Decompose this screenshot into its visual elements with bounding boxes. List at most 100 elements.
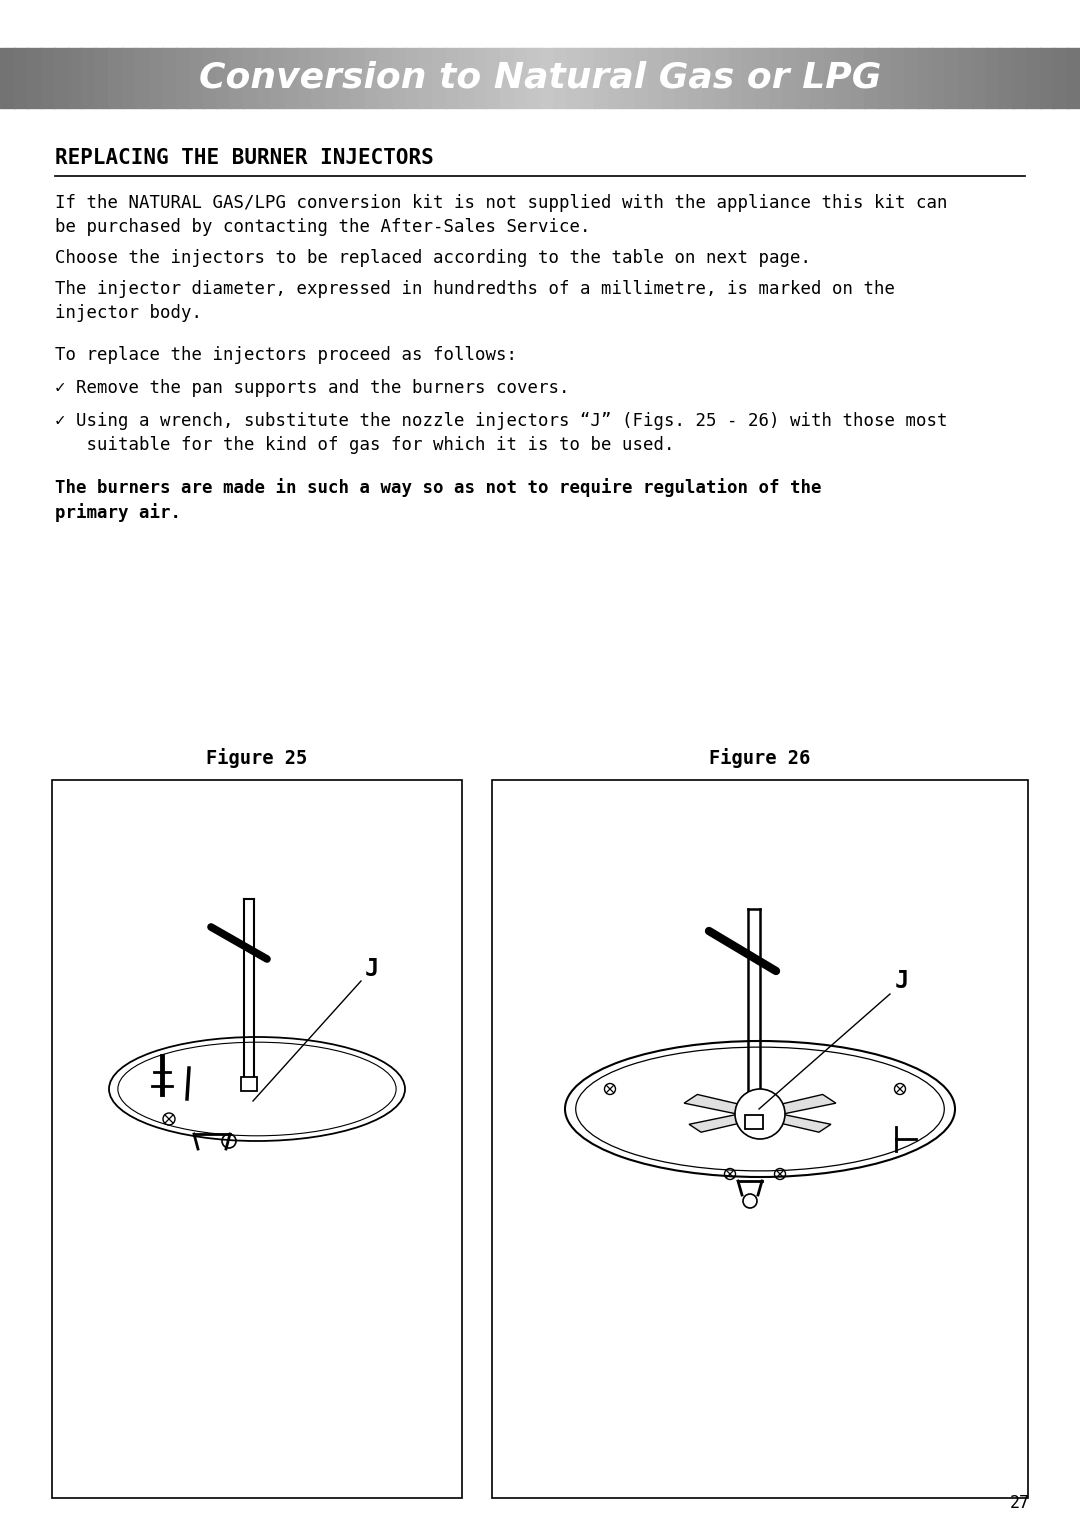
Text: suitable for the kind of gas for which it is to be used.: suitable for the kind of gas for which i…	[55, 437, 675, 453]
Bar	[675, 47, 689, 107]
Bar	[216, 47, 230, 107]
Bar	[95, 47, 109, 107]
Bar	[391, 47, 406, 107]
Bar	[499, 47, 514, 107]
Bar	[607, 47, 622, 107]
Text: J: J	[365, 958, 379, 980]
Bar	[189, 47, 203, 107]
Bar	[297, 47, 311, 107]
Text: Conversion to Natural Gas or LPG: Conversion to Natural Gas or LPG	[199, 61, 881, 95]
Text: ✓ Using a wrench, substitute the nozzle injectors “J” (Figs. 25 - 26) with those: ✓ Using a wrench, substitute the nozzle …	[55, 412, 947, 429]
Bar	[743, 47, 757, 107]
Bar	[1013, 47, 1027, 107]
Bar	[1039, 47, 1054, 107]
Text: REPLACING THE BURNER INJECTORS: REPLACING THE BURNER INJECTORS	[55, 149, 434, 169]
Text: 27: 27	[1010, 1494, 1030, 1512]
Text: J: J	[895, 970, 909, 993]
Bar	[203, 47, 217, 107]
Bar	[745, 1115, 762, 1129]
Text: Choose the injectors to be replaced according to the table on next page.: Choose the injectors to be replaced acco…	[55, 250, 811, 267]
Bar	[492, 780, 1028, 1498]
Bar	[567, 47, 581, 107]
Bar	[824, 47, 838, 107]
Bar	[419, 47, 433, 107]
Bar	[270, 47, 284, 107]
Text: The injector diameter, expressed in hundredths of a millimetre, is marked on the: The injector diameter, expressed in hund…	[55, 279, 895, 297]
Bar	[54, 47, 68, 107]
Bar	[797, 47, 811, 107]
Bar	[1053, 47, 1067, 107]
Bar	[365, 47, 379, 107]
Bar	[405, 47, 419, 107]
Bar	[959, 47, 973, 107]
Bar	[486, 47, 500, 107]
Bar	[257, 47, 271, 107]
Bar	[891, 47, 905, 107]
Bar	[986, 47, 1000, 107]
Bar	[13, 47, 28, 107]
Bar	[0, 47, 14, 107]
Bar	[121, 47, 136, 107]
Bar	[108, 47, 122, 107]
Bar	[162, 47, 176, 107]
Text: If the NATURAL GAS/LPG conversion kit is not supplied with the appliance this ki: If the NATURAL GAS/LPG conversion kit is…	[55, 195, 947, 211]
Text: The burners are made in such a way so as not to require regulation of the: The burners are made in such a way so as…	[55, 478, 822, 498]
Bar	[527, 47, 541, 107]
Bar	[945, 47, 959, 107]
Bar	[175, 47, 190, 107]
Bar	[851, 47, 865, 107]
Bar	[67, 47, 82, 107]
Bar	[877, 47, 892, 107]
Bar	[931, 47, 946, 107]
Bar	[378, 47, 392, 107]
Polygon shape	[755, 1111, 831, 1132]
Bar	[918, 47, 932, 107]
Bar	[783, 47, 797, 107]
Bar	[1067, 47, 1080, 107]
Bar	[1026, 47, 1040, 107]
Bar	[837, 47, 851, 107]
Bar	[229, 47, 244, 107]
Bar	[715, 47, 730, 107]
Bar	[241, 1077, 257, 1091]
Bar	[513, 47, 527, 107]
Bar	[905, 47, 919, 107]
Bar	[81, 47, 95, 107]
Text: Figure 25: Figure 25	[206, 748, 308, 768]
Text: be purchased by contacting the After-Sales Service.: be purchased by contacting the After-Sal…	[55, 219, 591, 236]
Bar	[756, 47, 770, 107]
Bar	[337, 47, 352, 107]
Text: Figure 26: Figure 26	[710, 748, 811, 768]
Bar	[459, 47, 473, 107]
Bar	[635, 47, 649, 107]
Text: injector body.: injector body.	[55, 303, 202, 322]
Bar	[432, 47, 446, 107]
Bar	[769, 47, 784, 107]
Bar	[41, 47, 55, 107]
Circle shape	[735, 1089, 785, 1138]
Bar	[554, 47, 568, 107]
Bar	[473, 47, 487, 107]
Bar	[689, 47, 703, 107]
Text: primary air.: primary air.	[55, 502, 181, 522]
Bar	[27, 47, 41, 107]
Bar	[311, 47, 325, 107]
Bar	[149, 47, 163, 107]
Bar	[729, 47, 743, 107]
Bar	[135, 47, 149, 107]
Bar	[283, 47, 298, 107]
Bar	[661, 47, 676, 107]
Bar	[594, 47, 608, 107]
Text: ✓ Remove the pan supports and the burners covers.: ✓ Remove the pan supports and the burner…	[55, 378, 569, 397]
Bar	[972, 47, 986, 107]
Bar	[581, 47, 595, 107]
Bar	[621, 47, 635, 107]
Bar	[446, 47, 460, 107]
Bar	[864, 47, 878, 107]
Polygon shape	[755, 1094, 836, 1118]
Bar	[999, 47, 1013, 107]
Polygon shape	[689, 1111, 765, 1132]
Bar	[324, 47, 338, 107]
Bar	[351, 47, 365, 107]
Text: To replace the injectors proceed as follows:: To replace the injectors proceed as foll…	[55, 346, 517, 365]
